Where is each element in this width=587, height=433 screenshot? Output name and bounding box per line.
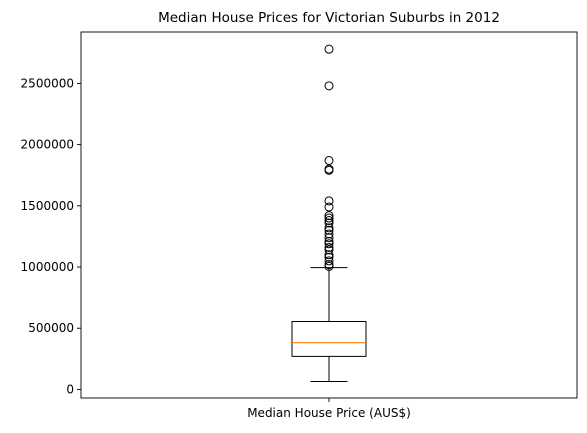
outlier-group [324, 44, 334, 271]
x-tick-label: Median House Price (AUS$) [247, 406, 411, 420]
outlier-point [324, 233, 334, 243]
box-group [291, 267, 367, 382]
y-tick-label: 2000000 [21, 138, 74, 152]
y-tick-label: 500000 [28, 321, 74, 335]
outlier-point [324, 223, 334, 233]
outlier-point [324, 225, 334, 235]
outlier-point [324, 44, 334, 54]
outlier-point [324, 260, 334, 270]
outlier-point [324, 229, 334, 239]
outlier-point [324, 256, 334, 266]
outlier-point [324, 245, 334, 255]
interquartile-box [291, 320, 367, 357]
x-axis: Median House Price (AUS$) [247, 398, 411, 420]
outlier-point [324, 81, 334, 91]
outlier-point [324, 213, 334, 223]
outlier-point [324, 216, 334, 226]
y-tick-label: 2500000 [21, 76, 74, 90]
outlier-point [324, 202, 334, 212]
outlier-point [324, 239, 334, 249]
outlier-point [324, 250, 334, 260]
outlier-point [324, 164, 334, 174]
y-tick-label: 1000000 [21, 260, 74, 274]
outlier-point [324, 211, 334, 221]
outlier-point [324, 218, 334, 228]
y-axis: 0 500000 1000000 1500000 2000000 2500000 [21, 76, 81, 396]
outlier-point [324, 252, 334, 262]
outlier-point [324, 236, 334, 246]
chart-title: Median House Prices for Victorian Suburb… [158, 10, 500, 26]
outlier-point [324, 156, 334, 166]
outlier-point [324, 196, 334, 206]
y-tick-label: 1500000 [21, 199, 74, 213]
y-tick-label: 0 [66, 382, 74, 396]
outlier-point [324, 242, 334, 252]
